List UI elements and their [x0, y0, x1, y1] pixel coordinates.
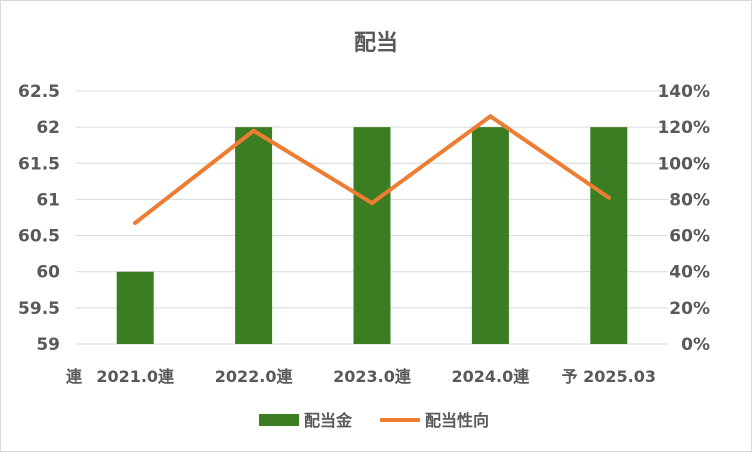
- right-tick-label: 100%: [657, 154, 710, 174]
- left-tick-label: 60.5: [18, 227, 60, 247]
- bar: [353, 127, 391, 345]
- left-tick-label: 61: [36, 190, 60, 210]
- x-tick-label: 2023.0連: [333, 367, 412, 386]
- right-tick-label: 120%: [657, 118, 710, 138]
- bar: [590, 127, 628, 345]
- bar: [235, 127, 273, 345]
- chart-title: 配当: [354, 31, 398, 56]
- bar: [116, 271, 154, 344]
- right-tick-label: 140%: [657, 82, 710, 102]
- x-tick-label: 予 2025.03: [562, 367, 656, 386]
- right-tick-label: 60%: [669, 227, 710, 247]
- left-tick-label: 60: [36, 263, 60, 283]
- payout-ratio-point: [370, 201, 374, 206]
- left-tick-label: 59.5: [18, 299, 60, 319]
- legend-swatch-dividend: [259, 414, 299, 426]
- x-axis-leading-label: 連: [66, 367, 83, 386]
- right-axis: 0% 20% 40% 60% 80% 100% 120% 140%: [657, 82, 710, 355]
- legend: 配当金 配当性向: [259, 411, 489, 430]
- payout-ratio-point: [251, 128, 256, 133]
- left-tick-label: 59: [36, 335, 60, 355]
- payout-ratio-point: [488, 114, 493, 119]
- right-tick-label: 0%: [681, 335, 710, 355]
- legend-label-payout-ratio: 配当性向: [425, 411, 489, 430]
- x-tick-label: 2024.0連: [452, 367, 531, 386]
- legend-label-dividend: 配当金: [304, 411, 353, 430]
- x-tick-label: 2021.0連: [96, 367, 175, 386]
- left-tick-label: 62.5: [18, 82, 60, 102]
- left-tick-label: 62: [36, 118, 60, 138]
- right-tick-label: 80%: [669, 190, 710, 210]
- right-tick-label: 40%: [669, 263, 710, 283]
- payout-ratio-point: [133, 220, 138, 225]
- payout-ratio-point: [606, 195, 611, 200]
- bars: [116, 127, 628, 345]
- left-tick-label: 61.5: [18, 154, 60, 174]
- line-series: [133, 114, 611, 225]
- bar: [471, 127, 509, 345]
- left-axis: 59 59.5 60 60.5 61 61.5 62 62.5: [18, 82, 60, 355]
- x-tick-label: 2022.0連: [215, 367, 294, 386]
- x-axis: 連 2021.0連 2022.0連 2023.0連 2024.0連 予 2025.03: [66, 367, 656, 386]
- right-tick-label: 20%: [669, 299, 710, 319]
